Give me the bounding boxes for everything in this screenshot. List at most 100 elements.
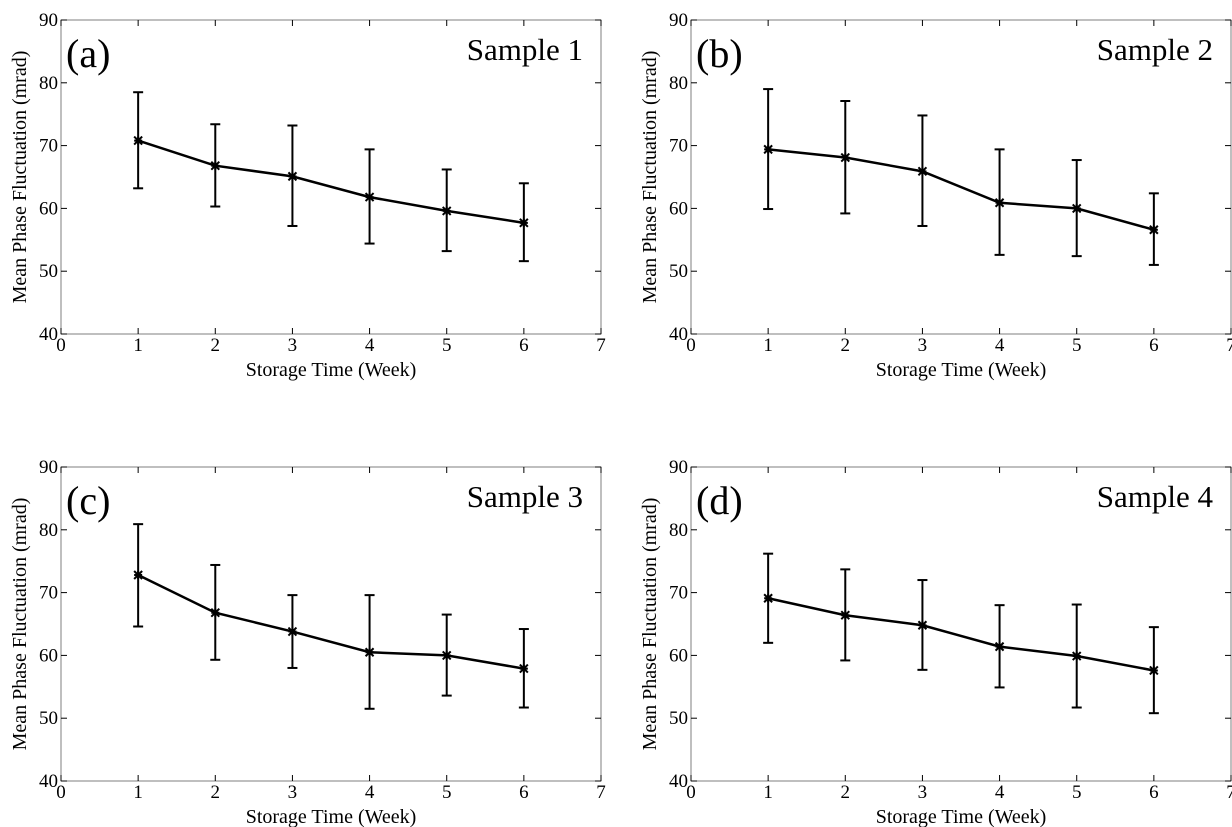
data-point (442, 206, 452, 216)
y-tick-label: 70 (39, 583, 58, 604)
data-point (1149, 665, 1159, 676)
y-tick-label: 80 (669, 520, 688, 541)
x-tick-label: 6 (1149, 335, 1159, 356)
y-tick-label: 80 (39, 73, 58, 94)
data-point (210, 160, 220, 171)
x-tick-label: 2 (841, 335, 851, 356)
y-tick-label: 90 (39, 457, 58, 478)
x-tick-label: 4 (365, 782, 375, 803)
data-point (1072, 203, 1082, 214)
data-point (763, 144, 773, 155)
y-tick-label: 90 (669, 10, 688, 31)
x-tick-label: 3 (918, 335, 928, 356)
x-tick-label: 1 (133, 782, 143, 803)
plot-frame (60, 19, 602, 335)
x-tick-label: 1 (133, 335, 143, 356)
x-tick-label: 5 (442, 335, 452, 356)
y-axis-label: Mean Phase Fluctuation (mrad) (9, 498, 31, 751)
x-axis-label: Storage Time (Week) (246, 359, 417, 381)
x-tick-label: 5 (442, 782, 452, 803)
panel-c: 0 1 2 3 4 5 6 7 40 50 60 70 80 90 Storage Time (Week) M… (9, 457, 606, 827)
y-tick-label: 70 (669, 583, 688, 604)
x-tick-label: 6 (1149, 782, 1159, 803)
data-point (287, 626, 298, 637)
y-tick-label: 60 (669, 645, 688, 666)
data-point (364, 647, 375, 657)
y-tick-label: 60 (39, 198, 58, 219)
y-axis-label: Mean Phase Fluctuation (mrad) (639, 51, 661, 304)
data-point (364, 192, 375, 202)
x-tick-label: 6 (519, 335, 529, 356)
x-tick-label: 4 (365, 335, 375, 356)
data-point (917, 166, 928, 177)
x-tick-label: 5 (1072, 335, 1082, 356)
data-point (133, 570, 143, 580)
y-tick-label: 70 (39, 136, 58, 157)
data-point (1072, 651, 1082, 661)
series-line (768, 148, 1155, 231)
y-tick-label: 60 (39, 645, 58, 666)
data-point (840, 152, 850, 163)
y-tick-label: 90 (669, 457, 688, 478)
x-tick-label: 5 (1072, 782, 1082, 803)
x-tick-label: 4 (995, 335, 1005, 356)
x-tick-label: 1 (763, 782, 773, 803)
x-tick-label: 3 (288, 782, 298, 803)
data-point (519, 218, 529, 228)
data-point (133, 135, 143, 146)
y-tick-label: 60 (669, 198, 688, 219)
panel-letter: (a) (66, 31, 110, 76)
plot-frame (60, 466, 602, 782)
data-point (763, 593, 773, 603)
y-tick-label: 40 (669, 771, 688, 792)
data-point (917, 620, 928, 630)
data-point (994, 198, 1005, 208)
x-tick-label: 2 (211, 335, 221, 356)
x-tick-label: 1 (763, 335, 773, 356)
y-tick-label: 50 (669, 708, 688, 729)
x-tick-label: 0 (686, 782, 696, 803)
y-tick-label: 40 (39, 771, 58, 792)
x-tick-label: 7 (1226, 782, 1232, 803)
panel-letter: (d) (696, 478, 743, 523)
x-tick-label: 7 (1226, 335, 1232, 356)
sample-label: Sample 2 (1097, 32, 1213, 67)
x-tick-label: 4 (995, 782, 1005, 803)
x-axis-label: Storage Time (Week) (246, 806, 417, 827)
sample-label: Sample 1 (467, 32, 583, 67)
plot-frame (690, 19, 1232, 335)
y-axis-label: Mean Phase Fluctuation (mrad) (639, 498, 661, 751)
series-line (137, 139, 525, 225)
panel-letter: (b) (696, 31, 743, 76)
panel-a: 0 1 2 3 4 5 6 7 40 50 60 70 80 90 Storage Time (Week) M… (9, 10, 606, 381)
y-tick-label: 70 (669, 136, 688, 157)
data-point (442, 650, 452, 661)
panel-b: 0 1 2 3 4 5 6 7 40 50 60 70 80 90 Storage Time (Week) M… (639, 10, 1232, 381)
x-tick-label: 3 (918, 782, 928, 803)
series-line (137, 573, 525, 670)
x-tick-label: 2 (841, 782, 851, 803)
sample-label: Sample 4 (1097, 479, 1214, 514)
y-tick-label: 50 (39, 261, 58, 282)
x-tick-label: 0 (56, 782, 66, 803)
data-point (210, 607, 220, 618)
x-tick-label: 7 (596, 782, 606, 803)
y-axis-label: Mean Phase Fluctuation (mrad) (9, 51, 31, 304)
panel-d: 0 1 2 3 4 5 6 7 40 50 60 70 80 90 Storage Time (Week) M… (639, 457, 1232, 827)
y-tick-label: 40 (669, 324, 688, 345)
plot-frame (690, 466, 1232, 782)
x-tick-label: 6 (519, 782, 529, 803)
data-point (519, 663, 529, 674)
y-tick-label: 40 (39, 324, 58, 345)
y-tick-label: 50 (39, 708, 58, 729)
x-tick-label: 3 (288, 335, 298, 356)
y-tick-label: 50 (669, 261, 688, 282)
panel-letter: (c) (66, 478, 110, 523)
y-tick-label: 80 (39, 520, 58, 541)
data-point (1149, 225, 1159, 235)
data-point (287, 171, 298, 182)
x-tick-label: 0 (56, 335, 66, 356)
series-line (767, 597, 1155, 672)
y-tick-label: 80 (669, 73, 688, 94)
